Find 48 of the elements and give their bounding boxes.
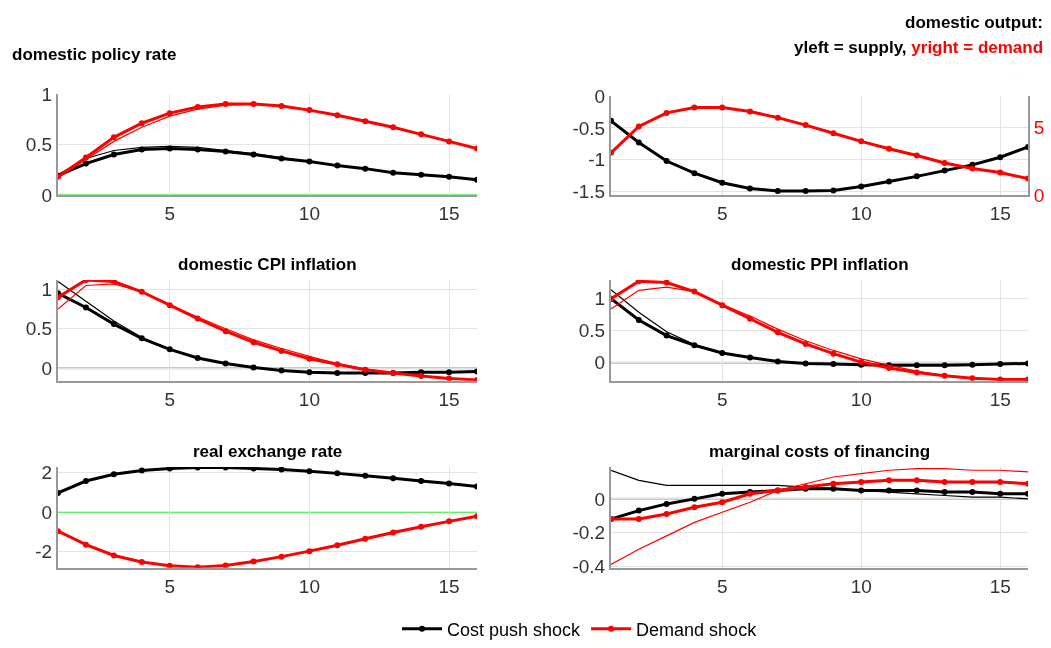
chart-title: marginal costs of financing [709,442,931,461]
y-tick-label: 0 [41,357,53,379]
y-tick-label: 0 [594,85,606,107]
y-tick-label: -0.4 [572,555,606,577]
y-tick-label: 0 [594,488,606,510]
y-tick-label: -2 [35,540,53,562]
x-tick-label: 5 [716,575,728,597]
y-tick-label: -1.5 [572,181,606,203]
y-tick-label: 0 [41,184,53,206]
x-tick-label: 15 [989,202,1011,224]
x-tick-label: 15 [438,202,460,224]
chart-title: domestic policy rate [12,45,177,64]
legend-label: Demand shock [636,619,758,640]
y2-tick-label: 0 [1033,184,1045,206]
x-tick-label: 5 [164,388,176,410]
chart-title: domestic CPI inflation [178,255,357,274]
legend-label: Cost push shock [447,619,582,640]
y-tick-label: 1 [41,83,53,105]
chart-title: domestic PPI inflation [731,255,909,274]
chart-title: domestic output: [905,13,1043,32]
x-tick-label: 5 [164,202,176,224]
y-tick-label: 0.5 [25,134,53,156]
y-tick-label: -0.5 [572,117,606,139]
y2-tick-label: 5 [1033,116,1045,138]
x-tick-label: 10 [298,202,320,224]
x-tick-label: 10 [298,575,320,597]
y-tick-label: 0.5 [578,320,606,342]
y-tick-label: 1 [594,287,606,309]
x-tick-label: 10 [850,575,872,597]
y-tick-label: -0.2 [572,522,606,544]
x-tick-label: 15 [438,388,460,410]
y-tick-label: 0 [41,501,53,523]
chart-subtitle: yleft = supply, yright = demand [794,38,1044,57]
x-tick-label: 5 [716,388,728,410]
x-tick-label: 15 [989,388,1011,410]
y-tick-label: -1 [588,149,606,171]
x-tick-label: 5 [716,202,728,224]
x-tick-label: 10 [850,388,872,410]
x-tick-label: 10 [298,388,320,410]
y-tick-label: 2 [41,462,53,484]
chart-title: real exchange rate [193,442,343,461]
x-tick-label: 10 [850,202,872,224]
y-tick-label: 0.5 [25,318,53,340]
x-tick-label: 5 [164,575,176,597]
y-tick-label: 1 [41,279,53,301]
x-tick-label: 15 [438,575,460,597]
x-tick-label: 15 [989,575,1011,597]
y-tick-label: 0 [594,352,606,374]
